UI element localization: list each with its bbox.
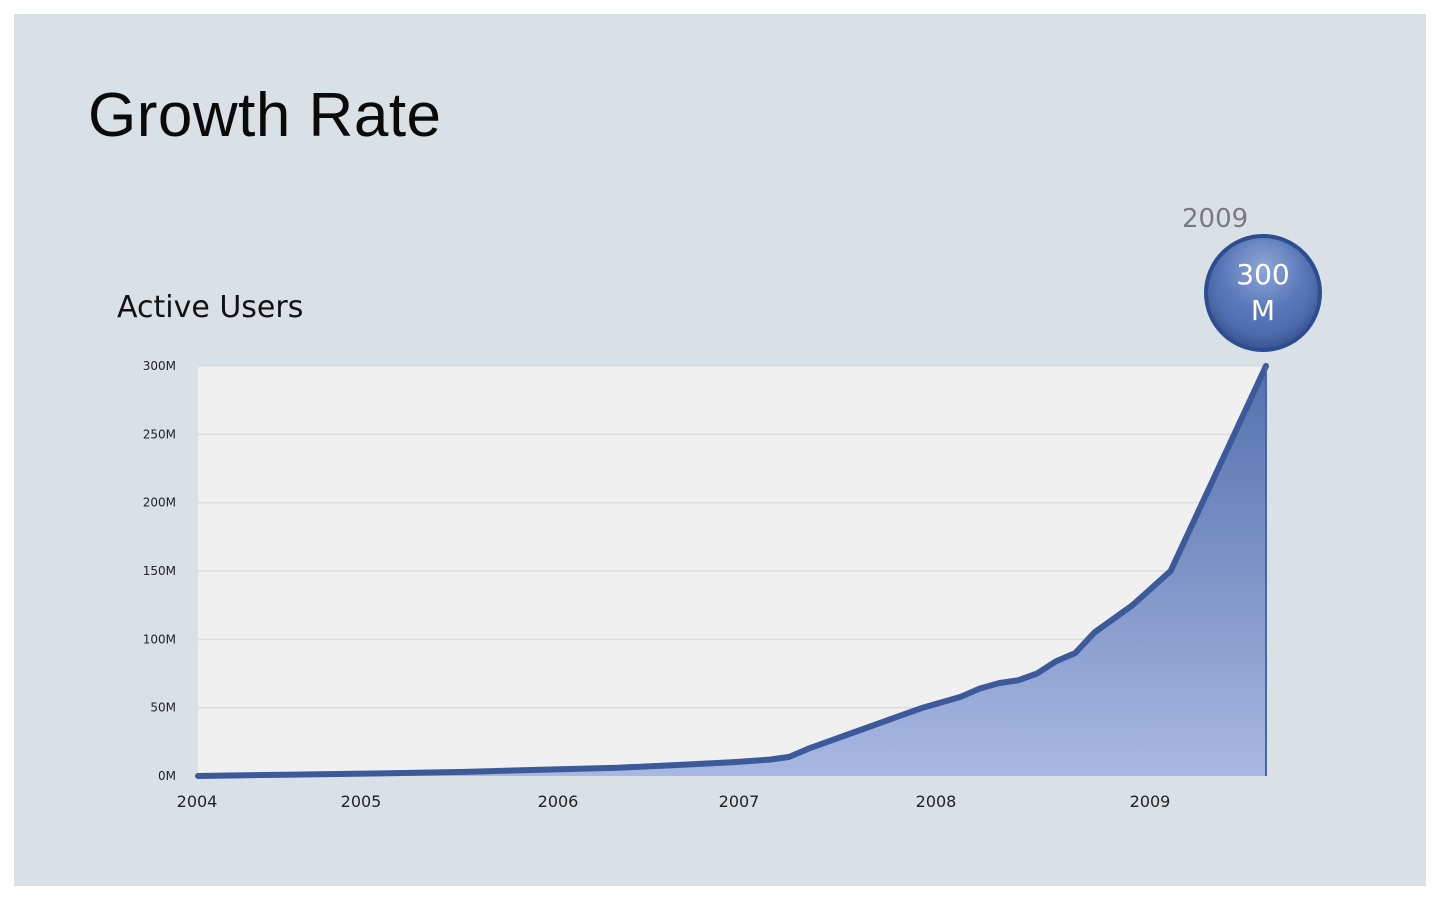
callout-bubble: 300 M [1204, 234, 1322, 352]
y-tick-label: 250M [143, 427, 176, 441]
y-tick-label: 50M [150, 701, 176, 715]
y-tick-label: 200M [143, 496, 176, 510]
x-axis: 2004 2005 2006 2007 2008 2009 [177, 792, 1171, 811]
callout-value: 300 M [1236, 258, 1290, 327]
y-axis: 0M 50M 100M 150M 200M 250M 300M [143, 359, 176, 783]
y-tick-label: 0M [158, 769, 176, 783]
callout-year: 2009 [1182, 204, 1249, 234]
y-tick-label: 150M [143, 564, 176, 578]
x-tick-label: 2008 [916, 792, 957, 811]
x-tick-label: 2007 [719, 792, 760, 811]
page-title: Growth Rate [88, 81, 442, 150]
y-tick-label: 100M [143, 632, 176, 646]
chart-subtitle: Active Users [117, 290, 304, 325]
series-area [198, 366, 1266, 776]
y-tick-label: 300M [143, 359, 176, 373]
x-tick-label: 2004 [177, 792, 218, 811]
x-tick-label: 2005 [341, 792, 382, 811]
x-tick-label: 2009 [1130, 792, 1171, 811]
x-tick-label: 2006 [538, 792, 579, 811]
series-line [195, 363, 1269, 779]
